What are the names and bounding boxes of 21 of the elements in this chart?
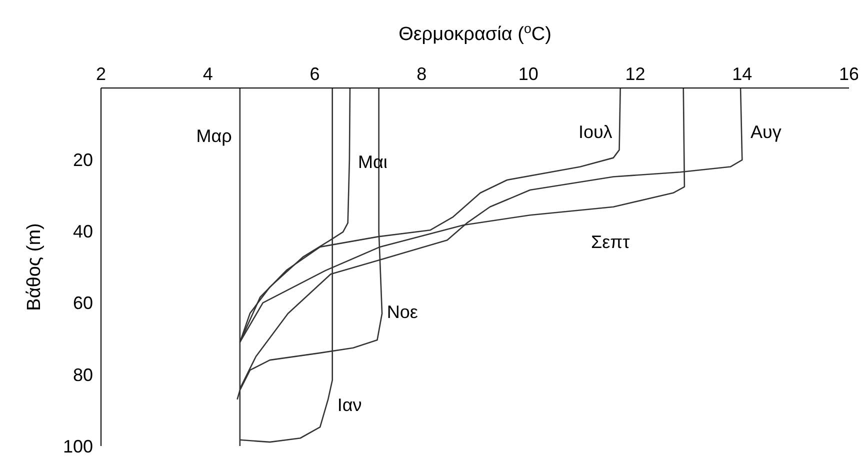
y-axis-title: Βάθος (m) [24, 223, 45, 311]
series-label: Νοε [386, 302, 418, 322]
y-tick-label: 40 [72, 222, 93, 242]
x-tick-label: 4 [202, 64, 213, 84]
x-tick-label: 14 [732, 64, 752, 84]
series-label: Ιουλ [578, 122, 612, 142]
y-tick-label: 20 [72, 150, 93, 170]
x-tick-label: 12 [625, 64, 646, 84]
series-label: Σεπτ [591, 232, 630, 252]
x-tick-label: 10 [518, 64, 538, 84]
y-tick-label: 100 [62, 436, 93, 456]
series-label: Ιαν [337, 395, 362, 415]
x-axis-title: Θερμοκρασία ($^{o}$C) [398, 20, 552, 45]
y-tick-label: 60 [72, 293, 93, 314]
series-label: Αυγ [750, 122, 782, 142]
x-tick-label: 2 [96, 64, 106, 84]
x-tick-label: 8 [416, 64, 427, 84]
x-tick-label: 16 [838, 64, 860, 84]
x-tick-label: 6 [310, 64, 320, 84]
y-tick-label: 80 [72, 364, 93, 385]
series-label: Μαρ [196, 126, 232, 146]
